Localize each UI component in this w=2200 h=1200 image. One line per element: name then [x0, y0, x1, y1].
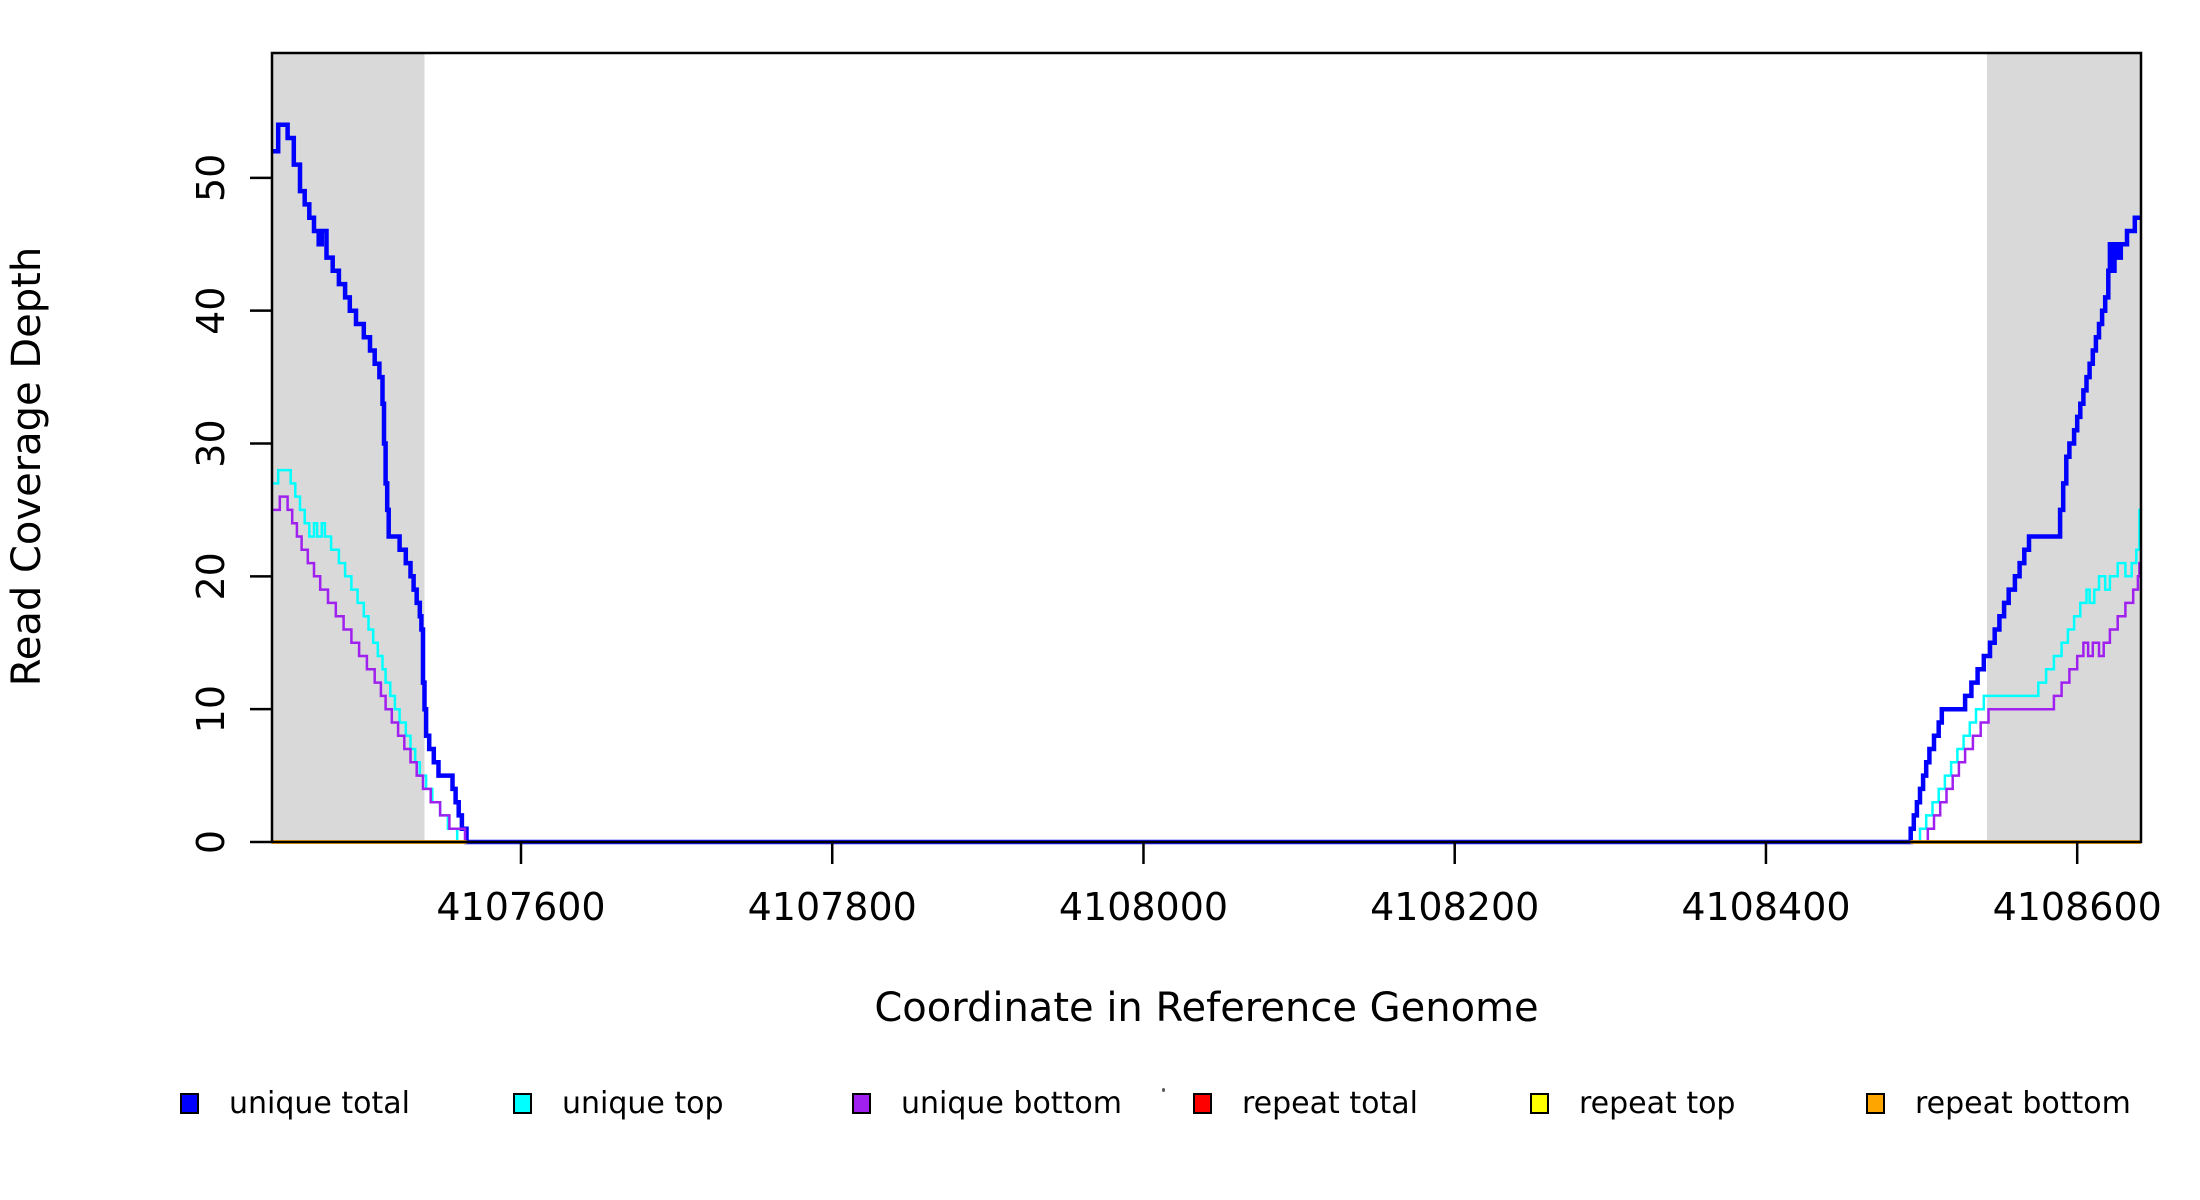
- legend-label: repeat bottom: [1915, 1086, 2131, 1121]
- plot-border: [270, 51, 2143, 844]
- legend-label: repeat top: [1579, 1086, 1736, 1121]
- legend-swatch-repeat-top: [1530, 1093, 1549, 1114]
- x-tick-label: 4108600: [1993, 885, 2162, 929]
- y-tick-label: 30: [189, 419, 233, 467]
- y-tick-label: 50: [189, 154, 233, 202]
- y-axis-title: Read Coverage Depth: [4, 246, 50, 687]
- x-tick-label: 4107600: [436, 885, 605, 929]
- legend-item-repeat-bottom: repeat bottom: [1866, 1086, 2131, 1121]
- legend-swatch-unique-top: [513, 1093, 532, 1114]
- series-unique-bottom: [272, 495, 2141, 844]
- legend-item-repeat-total: repeat total: [1193, 1086, 1418, 1121]
- legend-label: unique bottom: [901, 1086, 1122, 1121]
- legend-label: unique total: [229, 1086, 411, 1121]
- legend-swatch-unique-bottom: [852, 1093, 871, 1114]
- x-tick-label: 4108000: [1059, 885, 1228, 929]
- legend-item-unique-bottom: unique bottom: [852, 1086, 1122, 1121]
- series-unique-top: [272, 468, 2141, 844]
- legend-item-repeat-top: repeat top: [1530, 1086, 1735, 1121]
- legend-label: unique top: [562, 1086, 724, 1121]
- legend-item-unique-total: unique total: [180, 1086, 410, 1121]
- legend-swatch-unique-total: [180, 1093, 199, 1114]
- x-axis-title: Coordinate in Reference Genome: [874, 985, 1539, 1031]
- y-tick-label: 0: [189, 830, 233, 854]
- legend-label: repeat total: [1242, 1086, 1418, 1121]
- series-unique-total: [272, 122, 2141, 845]
- x-tick-label: 4108400: [1681, 885, 1850, 929]
- legend-swatch-repeat-total: [1193, 1093, 1212, 1114]
- legend-swatch-repeat-bottom: [1866, 1093, 1885, 1114]
- x-tick-label: 4108200: [1370, 885, 1539, 929]
- y-tick-label: 40: [189, 287, 233, 335]
- legend-item-unique-top: unique top: [513, 1086, 724, 1121]
- stray-mark: [1162, 1088, 1165, 1092]
- repeat-region-right: [1986, 53, 2141, 842]
- x-tick-label: 4107800: [748, 885, 917, 929]
- legend: unique total unique top unique bottom repea…: [0, 1078, 2200, 1138]
- y-tick-label: 20: [189, 552, 233, 600]
- y-tick-label: 10: [189, 685, 233, 733]
